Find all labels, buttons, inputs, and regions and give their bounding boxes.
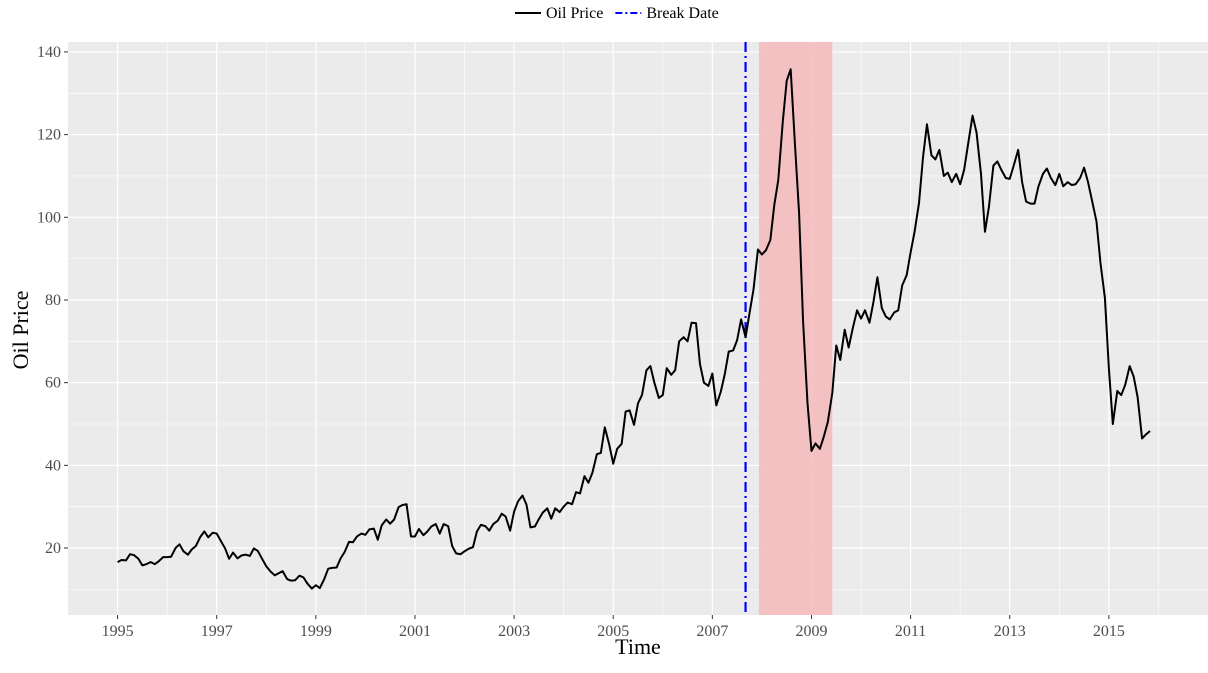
y-tick-label: 100 (37, 209, 61, 226)
y-tick-label: 80 (45, 292, 61, 309)
x-tick-label: 1995 (102, 623, 134, 640)
x-tick-label: 2001 (399, 623, 431, 640)
x-tick-label: 2011 (895, 623, 926, 640)
price-line (117, 68, 1151, 590)
y-axis-label: Oil Price (8, 291, 33, 370)
x-tick-label: 2009 (795, 623, 827, 640)
x-tick-label: 2013 (994, 623, 1026, 640)
x-tick-label: 2005 (597, 623, 629, 640)
y-tick-label: 140 (37, 44, 61, 61)
legend-label: Break Date (646, 5, 718, 22)
y-tick-label: 60 (45, 375, 61, 392)
x-tick-label: 1997 (201, 623, 233, 640)
y-tick-label: 40 (45, 457, 61, 474)
y-tick-label: 20 (45, 540, 61, 557)
x-tick-label: 2003 (498, 623, 530, 640)
shaded-region (758, 42, 833, 615)
x-tick-label: 2007 (696, 623, 728, 640)
x-tick-label: 1999 (300, 623, 332, 640)
x-tick-label: 2015 (1093, 623, 1125, 640)
y-tick-label: 120 (37, 127, 61, 144)
legend-label: Oil Price (546, 5, 603, 22)
x-axis-label: Time (615, 634, 661, 659)
plot-panel (68, 42, 1208, 615)
